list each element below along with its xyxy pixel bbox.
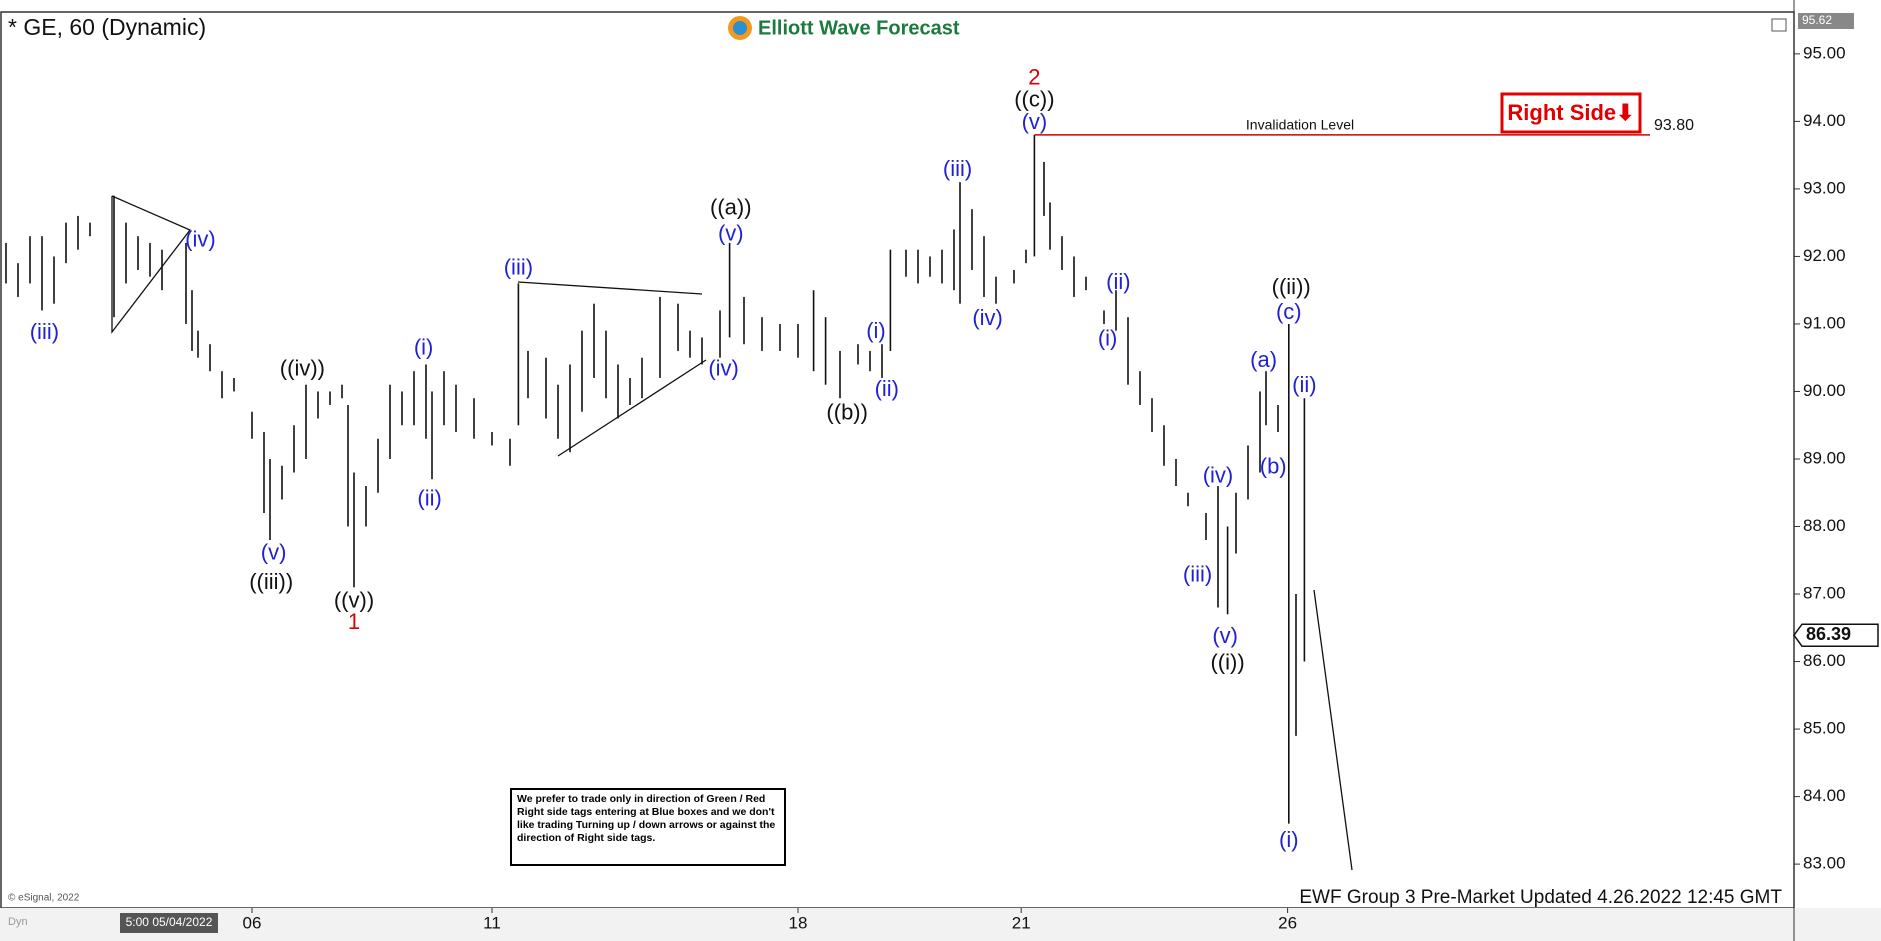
wave-label: (iii): [504, 254, 533, 279]
logo-mark: [733, 21, 747, 35]
last-price-box: [1793, 623, 1879, 647]
wave-label: ((b)): [826, 400, 868, 425]
wave-label: 2: [1028, 65, 1040, 90]
wave-label: (ii): [1292, 372, 1316, 397]
wave-label: (i): [1098, 325, 1118, 350]
wave-label: (ii): [417, 485, 441, 510]
x-tick-label: 18: [789, 913, 808, 932]
y-tick-label: 87.00: [1803, 584, 1846, 603]
wave-label: (i): [414, 335, 434, 360]
y-tick-label: 95.00: [1803, 43, 1846, 62]
x-tick-label: 06: [243, 913, 262, 932]
wave-label: ((iv)): [280, 356, 325, 381]
trendline: [557, 359, 707, 457]
wave-label: ((iii)): [249, 569, 293, 594]
wave-label: ((ii)): [1272, 274, 1311, 299]
copyright: © eSignal, 2022: [8, 893, 80, 904]
wave-label: (iv): [1203, 462, 1234, 487]
disclaimer: We prefer to trade only in direction of …: [510, 788, 786, 866]
dyn: Dyn: [8, 916, 28, 928]
y-tick-label: 93.00: [1803, 178, 1846, 197]
wave-label: ((c)): [1014, 86, 1054, 111]
wave-label: (v): [261, 539, 287, 564]
logo: Elliott Wave Forecast: [728, 16, 960, 40]
wave-label: ((v)): [334, 587, 374, 612]
y-tick-label: 85.00: [1803, 719, 1846, 738]
y-tick-label: 88.00: [1803, 516, 1846, 535]
cursor-time-box: [120, 913, 218, 933]
right-side-text: Right Side⬇: [1507, 100, 1634, 125]
icon: [1771, 18, 1787, 32]
x-tick-label: 26: [1278, 913, 1297, 932]
trendline: [1313, 589, 1353, 871]
y-tick-label: 90.00: [1803, 381, 1846, 400]
wave-label: (v): [1022, 109, 1048, 134]
y-tick-label: 94.00: [1803, 111, 1846, 130]
wave-label: (i): [866, 318, 886, 343]
last-price: 86.39: [1806, 624, 1851, 644]
right-side-tag: [1500, 92, 1642, 134]
wave-label: 1: [348, 609, 360, 634]
wave-label: (iv): [708, 356, 739, 381]
wave-label: (b): [1260, 454, 1287, 479]
axis-top-box: [1798, 13, 1854, 29]
x-tick-label: 11: [483, 913, 501, 932]
wave-label: (iv): [185, 227, 216, 252]
time-axis: [0, 908, 1881, 941]
cursor-time: 5:00 05/04/2022: [126, 915, 213, 929]
wave-label: (iii): [943, 156, 972, 181]
symbol: * GE, 60 (Dynamic): [8, 14, 206, 40]
wave-label: (iii): [1183, 562, 1212, 587]
y-tick-label: 83.00: [1803, 854, 1846, 873]
wave-label: (i): [1279, 827, 1299, 852]
invalidation-text: Invalidation Level: [1246, 117, 1354, 133]
wave-label: (c): [1276, 299, 1302, 324]
triangle: [111, 195, 192, 334]
axis-top-label: 95.62: [1802, 13, 1832, 27]
logo-text: Elliott Wave Forecast: [758, 17, 960, 39]
wave-label: (ii): [875, 376, 899, 401]
wave-label: (a): [1250, 347, 1277, 372]
y-tick-label: 86.00: [1803, 651, 1846, 670]
y-tick-label: 91.00: [1803, 313, 1846, 332]
y-tick-label: 89.00: [1803, 448, 1846, 467]
drawings: [111, 195, 1353, 871]
wave-label: (iv): [972, 305, 1003, 330]
y-tick-label: 84.00: [1803, 786, 1846, 805]
y-tick-label: 92.00: [1803, 246, 1846, 265]
wave-label: (ii): [1106, 269, 1130, 294]
wave-label: (v): [1212, 623, 1238, 648]
wave-label: ((i)): [1210, 649, 1244, 674]
trendline: [517, 281, 703, 295]
update-note: EWF Group 3 Pre-Market Updated 4.26.2022…: [1299, 887, 1782, 908]
invalidation-value: 93.80: [1654, 117, 1694, 134]
x-tick-label: 21: [1012, 913, 1031, 932]
wave-label: (v): [718, 221, 744, 246]
wave-label: ((a)): [710, 194, 752, 219]
wave-label: (iii): [30, 319, 59, 344]
